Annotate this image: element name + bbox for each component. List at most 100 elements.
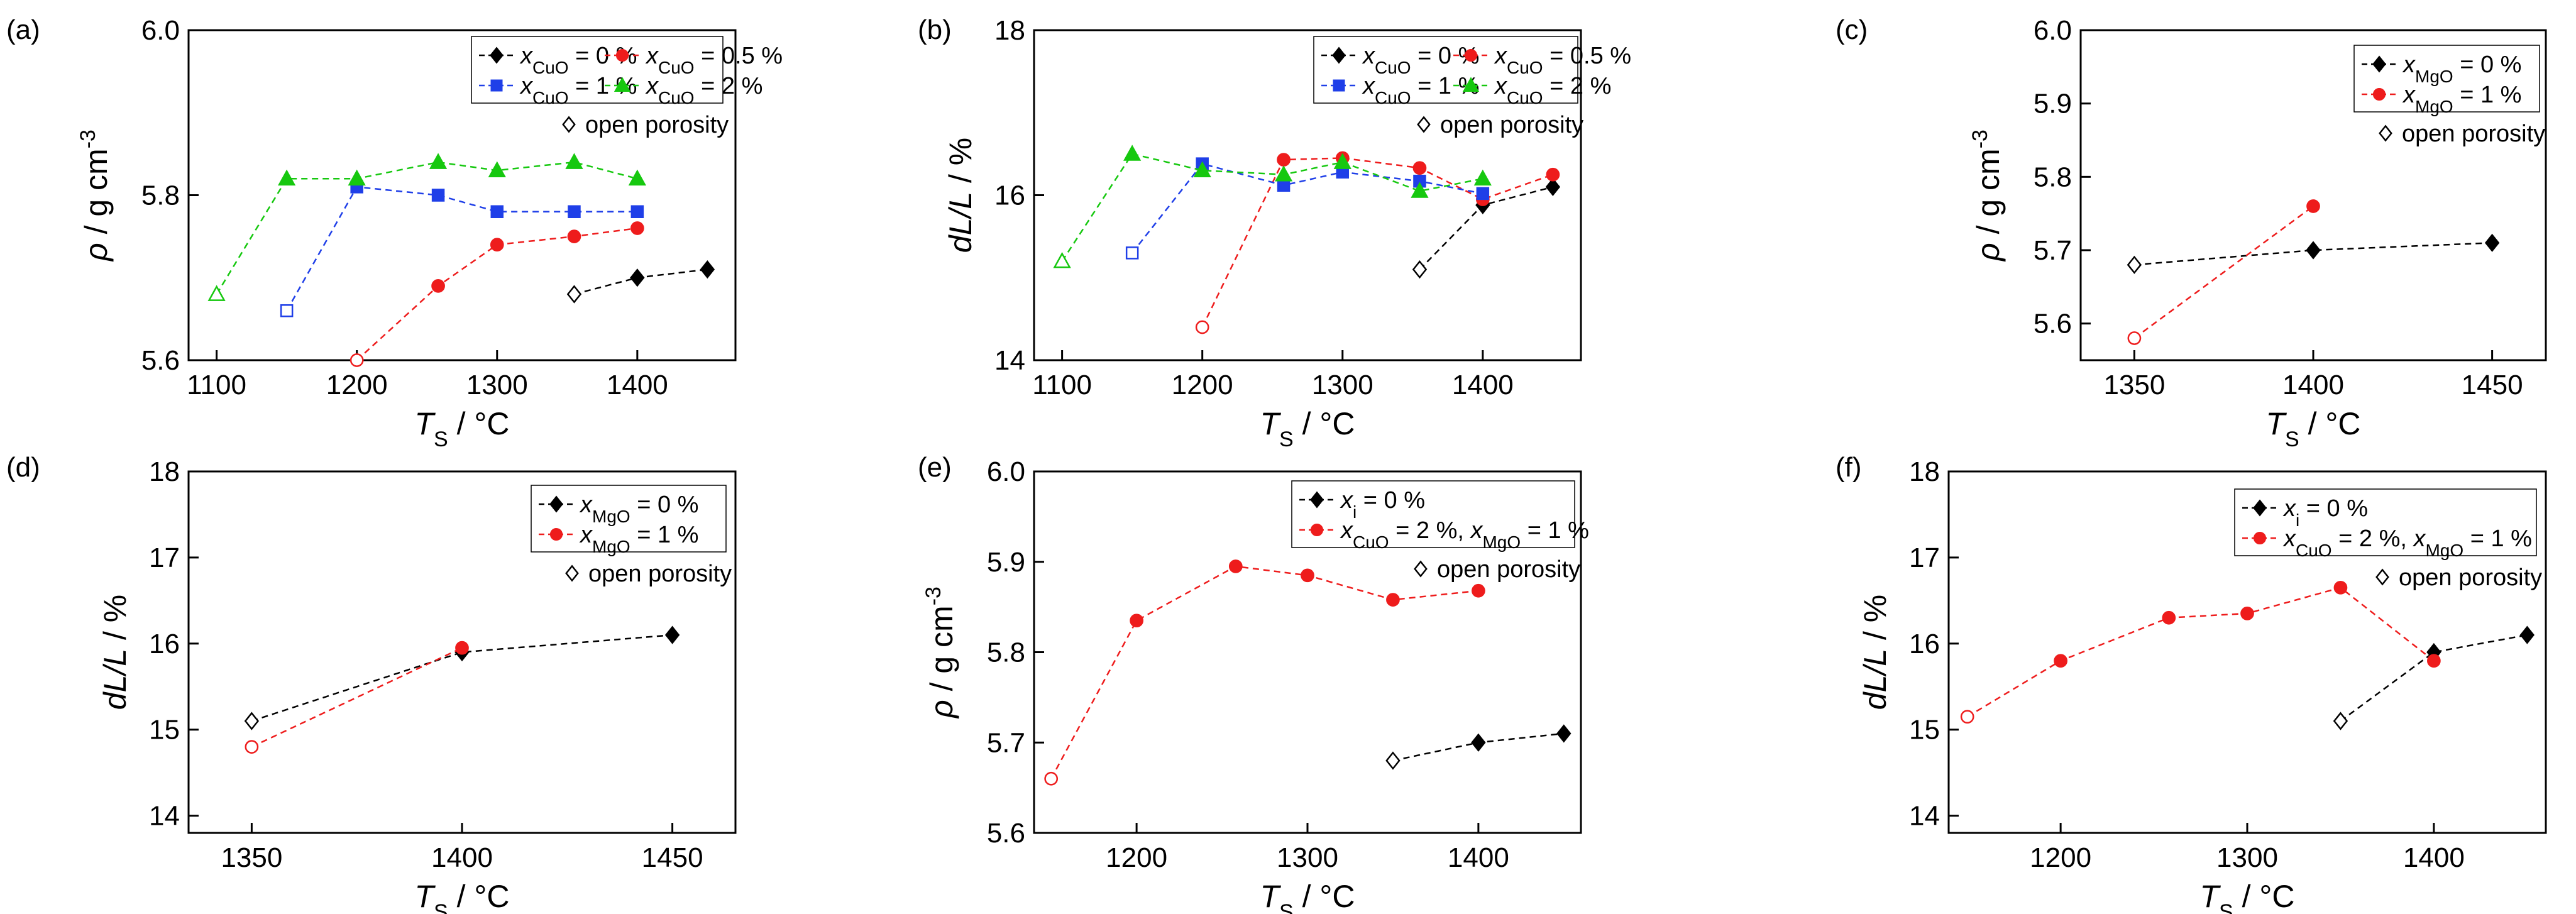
data-point — [664, 625, 680, 644]
data-point — [1386, 593, 1400, 607]
legend-marker — [1332, 47, 1346, 64]
open-porosity-label: open porosity — [585, 112, 729, 138]
data-point — [2333, 580, 2348, 595]
data-point — [630, 221, 644, 235]
data-point — [455, 641, 469, 655]
legend-marker — [490, 79, 503, 92]
legend-entry: xMgO = 0 % — [539, 492, 698, 526]
legend-label: xCuO = 0.5 % — [1494, 43, 1631, 77]
data-point — [1333, 153, 1351, 169]
x-tick-label: 1400 — [1452, 370, 1514, 400]
data-point — [2484, 233, 2500, 252]
x-axis-label: TS / °C — [1260, 406, 1355, 451]
legend-label: xi = 0 % — [2282, 495, 2368, 530]
data-point — [278, 169, 296, 186]
data-point — [2054, 654, 2067, 668]
legend-label: xMgO = 1 % — [579, 522, 698, 556]
data-point — [1473, 169, 1492, 186]
y-tick-label: 5.8 — [987, 637, 1025, 668]
legend-entry: xMgO = 0 % — [2362, 52, 2521, 86]
legend-marker — [490, 47, 504, 64]
x-tick-label: 1400 — [607, 370, 668, 400]
data-point — [2427, 654, 2441, 668]
panel-letter: (e) — [918, 452, 952, 483]
series-line — [216, 161, 638, 295]
legend-marker — [549, 527, 563, 541]
panel-letter: (c) — [1836, 14, 1868, 45]
data-point — [431, 279, 445, 293]
legend-entry: xCuO = 2 %, xMgO = 1 % — [1299, 517, 1589, 552]
data-point — [431, 189, 445, 202]
legend: xi = 0 %xCuO = 2 %, xMgO = 1 % open poros… — [2234, 488, 2542, 591]
data-point — [1130, 614, 1143, 628]
data-series — [2127, 233, 2500, 274]
y-tick-label: 5.6 — [987, 818, 1025, 849]
open-porosity-marker — [562, 116, 576, 133]
data-point — [245, 740, 259, 754]
open-porosity-label: open porosity — [2399, 564, 2542, 591]
open-porosity-marker — [565, 564, 579, 582]
data-point — [2333, 712, 2348, 730]
legend-marker — [615, 48, 629, 62]
data-point — [1274, 165, 1293, 182]
x-tick-label: 1300 — [1312, 370, 1373, 400]
legend-label: xMgO = 1 % — [2402, 82, 2521, 116]
data-series — [2333, 625, 2535, 730]
legend-entry: xMgO = 1 % — [2362, 82, 2521, 116]
legend-entry: xCuO = 2 % — [605, 73, 762, 107]
legend-marker — [549, 495, 563, 513]
data-series — [2127, 199, 2320, 345]
x-tick-label: 1450 — [642, 842, 703, 873]
data-point — [565, 153, 583, 169]
data-point — [348, 169, 366, 186]
legend: xMgO = 0 %xMgO = 1 % open porosity — [2353, 45, 2545, 147]
x-tick-label: 1100 — [187, 370, 246, 400]
y-axis-label: dL/L / % — [1858, 595, 1893, 710]
data-series — [280, 180, 644, 317]
data-series — [245, 641, 469, 754]
y-tick-label: 18 — [149, 456, 180, 487]
data-point — [1412, 260, 1428, 279]
data-point — [280, 304, 294, 317]
legend-label: xCuO = 2 % — [645, 73, 762, 107]
data-point — [1195, 320, 1209, 334]
chart-panel: (c) 1350 1400 1450 5.6 5.7 5.8 5.9 6.0 TS / °C ρ /… — [1836, 14, 2547, 451]
y-axis-label: ρ / g cm-3 — [922, 586, 959, 719]
y-tick-label: 15 — [1909, 715, 1940, 746]
data-point — [1125, 246, 1139, 260]
legend-entry: xi = 0 % — [1299, 487, 1425, 522]
data-point — [566, 285, 582, 304]
legend-label: xi = 0 % — [1340, 487, 1425, 522]
x-tick-label: 1400 — [1448, 842, 1509, 873]
series-line — [1050, 565, 1479, 779]
data-point — [568, 205, 581, 218]
x-axis-label: TS / °C — [414, 406, 509, 451]
y-tick-label: 14 — [994, 345, 1025, 376]
data-point — [2127, 255, 2142, 274]
legend-box — [1291, 480, 1575, 548]
data-point — [1546, 167, 1560, 182]
y-tick-label: 18 — [994, 15, 1025, 46]
open-porosity-label: open porosity — [2402, 121, 2545, 147]
data-point — [1053, 251, 1071, 268]
y-tick-label: 17 — [1909, 542, 1940, 573]
data-point — [2162, 610, 2176, 625]
y-tick-label: 6.0 — [2034, 15, 2072, 46]
data-point — [630, 268, 645, 287]
legend-entry: xMgO = 1 % — [539, 522, 698, 556]
data-point — [1385, 751, 1401, 770]
chart-panel: (f) 1200 1300 1400 14 15 16 17 18 TS / °C dL/L / %… — [1836, 452, 2547, 914]
data-point — [1545, 177, 1561, 196]
y-tick-label: 5.7 — [987, 727, 1025, 758]
x-axis-label: TS / °C — [2199, 879, 2294, 914]
series-line — [1967, 586, 2435, 718]
data-point — [488, 161, 506, 177]
x-tick-label: 1200 — [1106, 842, 1167, 873]
x-tick-label: 1450 — [2462, 370, 2523, 400]
y-tick-label: 15 — [149, 715, 180, 746]
legend-entry: xCuO = 1 % — [1321, 73, 1479, 107]
panel-letter: (b) — [918, 14, 952, 45]
data-point — [429, 153, 448, 169]
data-series — [566, 260, 715, 304]
